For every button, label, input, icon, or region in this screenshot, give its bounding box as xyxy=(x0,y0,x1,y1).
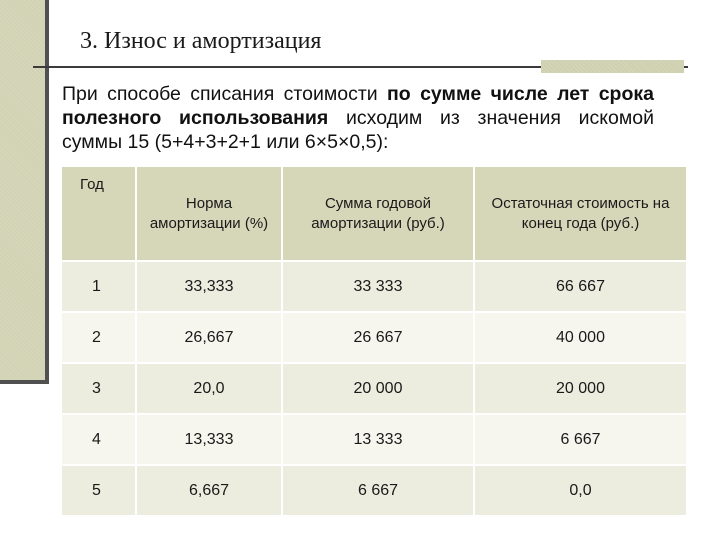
side-band-edge-line xyxy=(45,0,49,384)
cell-residual-value: 20 000 xyxy=(474,363,686,415)
intro-text-part-1: При способе списания стоимости xyxy=(62,83,388,105)
cell-rate: 20,0 xyxy=(136,363,283,415)
cell-rate: 13,333 xyxy=(136,414,283,466)
header-rate: Норма амортизации (%) xyxy=(136,167,283,262)
table-header-row: Год Норма амортизации (%) Сумма годовой … xyxy=(62,167,686,262)
title-divider xyxy=(33,66,688,68)
side-band-bottom-line xyxy=(0,380,49,384)
cell-rate: 6,667 xyxy=(136,465,283,517)
depreciation-table: Год Норма амортизации (%) Сумма годовой … xyxy=(62,167,686,517)
cell-annual-amount: 20 000 xyxy=(282,363,475,415)
cell-residual-value: 0,0 xyxy=(474,465,686,517)
cell-residual-value: 6 667 xyxy=(474,414,686,466)
cell-year: 5 xyxy=(62,465,137,517)
cell-year: 4 xyxy=(62,414,137,466)
table-row: 1 33,333 33 333 66 667 xyxy=(62,261,686,313)
cell-year: 3 xyxy=(62,363,137,415)
table-row: 5 6,667 6 667 0,0 xyxy=(62,465,686,517)
decorative-corner-block xyxy=(541,60,684,73)
cell-annual-amount: 33 333 xyxy=(282,261,475,313)
decorative-side-band xyxy=(0,0,45,380)
cell-rate: 26,667 xyxy=(136,312,283,364)
table-row: 2 26,667 26 667 40 000 xyxy=(62,312,686,364)
header-annual-amount: Сумма годовой амортизации (руб.) xyxy=(282,167,475,262)
intro-paragraph: При способе списания стоимости по сумме … xyxy=(62,82,654,154)
cell-residual-value: 40 000 xyxy=(474,312,686,364)
cell-year: 2 xyxy=(62,312,137,364)
table-row: 4 13,333 13 333 6 667 xyxy=(62,414,686,466)
header-year: Год xyxy=(62,167,137,262)
intro-text-part-2: исходим из значения искомой суммы 15 (5+… xyxy=(62,107,654,153)
table-row: 3 20,0 20 000 20 000 xyxy=(62,363,686,415)
cell-rate: 33,333 xyxy=(136,261,283,313)
cell-annual-amount: 26 667 xyxy=(282,312,475,364)
intro-text-bold: по сумме числе лет срока полезного испол… xyxy=(62,83,654,129)
slide-title: 3. Износ и амортизация xyxy=(80,28,322,54)
cell-annual-amount: 6 667 xyxy=(282,465,475,517)
cell-residual-value: 66 667 xyxy=(474,261,686,313)
header-residual-value: Остаточная стоимость на конец года (руб.… xyxy=(474,167,686,262)
cell-annual-amount: 13 333 xyxy=(282,414,475,466)
cell-year: 1 xyxy=(62,261,137,313)
